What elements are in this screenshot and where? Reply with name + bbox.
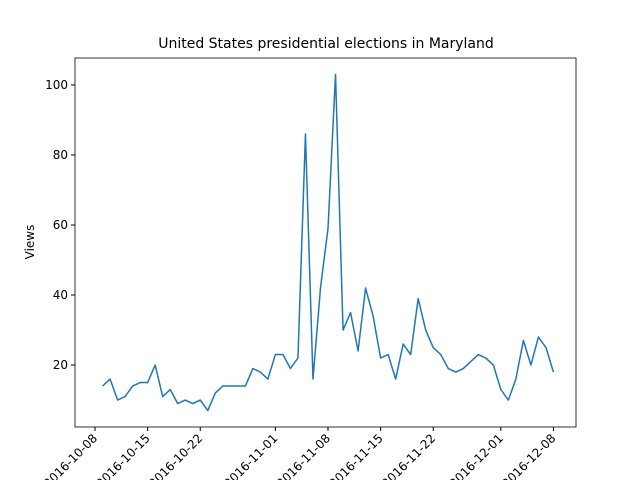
chart-title: United States presidential elections in … <box>158 36 494 52</box>
y-tick-label: 60 <box>53 218 68 232</box>
line <box>102 73 555 412</box>
y-tick-label: 80 <box>53 148 68 162</box>
y-axis-label: Views <box>23 225 37 260</box>
y-tick-label: 40 <box>53 288 68 302</box>
plot-frame <box>74 57 577 428</box>
y-tick-label: 20 <box>53 358 68 372</box>
y-tick-label: 100 <box>45 78 68 92</box>
